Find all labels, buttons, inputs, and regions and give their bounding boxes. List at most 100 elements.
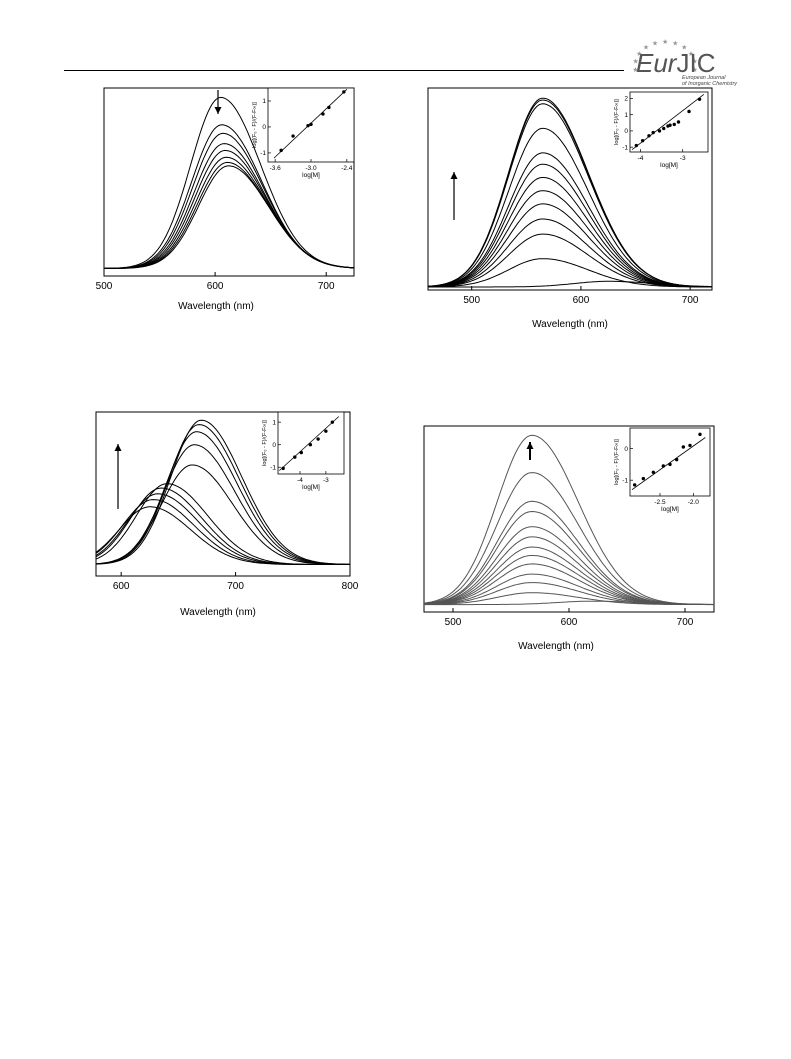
inset-data-point — [672, 122, 676, 127]
inset-data-point — [342, 90, 346, 94]
inset-x-tick-label: -3.6 — [270, 165, 282, 172]
logo-text: EurJIC — [636, 48, 715, 78]
inset-y-label: log[(F₀ - F)/(F-F∞)] — [614, 439, 620, 485]
x-tick-label: 700 — [682, 295, 699, 306]
inset-data-point — [293, 455, 297, 459]
logo-star: ★ — [632, 66, 638, 74]
inset-y-tick-label: -1 — [622, 144, 628, 151]
inset-data-point — [651, 130, 655, 135]
x-axis-label: Wavelength (nm) — [178, 301, 254, 312]
inset-x-tick-label: -3.0 — [305, 165, 317, 172]
inset-y-tick-label: 0 — [624, 446, 628, 453]
inset-y-tick-label: 0 — [272, 442, 276, 449]
x-tick-label: 500 — [96, 281, 113, 292]
inset-frame — [629, 91, 709, 153]
spectrum-line — [95, 506, 350, 565]
logo-star: ★ — [652, 39, 658, 47]
x-tick-label: 600 — [561, 617, 578, 628]
inset-frame — [629, 427, 711, 497]
x-tick-label: 600 — [573, 295, 590, 306]
spectrum-line — [423, 434, 714, 605]
inset-x-tick-label: -2.5 — [654, 499, 666, 506]
plot-frame — [95, 411, 351, 577]
inset-data-point — [641, 476, 646, 481]
direction-arrow-head — [214, 107, 222, 114]
inset-data-point — [676, 120, 681, 124]
inset-y-tick-label: -1 — [622, 477, 628, 484]
inset-data-point — [321, 112, 325, 116]
inset-data-point — [681, 445, 686, 449]
chart-panel-2: 500 600 700 Wavelength (nm) -4 -3 -1 0 1 2 log[M] l… — [427, 87, 713, 330]
inset-data-point — [291, 134, 295, 138]
spectrum-line — [427, 163, 713, 288]
inset-y-tick-label: 2 — [624, 96, 628, 103]
inset-data-point — [697, 97, 702, 101]
inset-data-point — [668, 462, 672, 467]
inset-data-point — [299, 450, 303, 455]
spectrum-line — [427, 233, 712, 288]
logo-star: ★ — [681, 44, 687, 52]
inset-x-tick-label: -4 — [638, 155, 644, 162]
inset-x-tick-label: -2.0 — [688, 499, 700, 506]
inset-data-point — [687, 109, 691, 114]
spectrum-line — [95, 444, 350, 565]
spectrum-line — [104, 165, 355, 269]
x-tick-label: 500 — [445, 617, 462, 628]
inset-data-point — [632, 483, 637, 487]
journal-logo: ★★★★★ ★ ★★★★★ EurJIC European Journal of I… — [632, 38, 738, 87]
plot-frame — [103, 87, 355, 277]
x-tick-label: 600 — [113, 581, 130, 592]
inset-y-tick-label: 0 — [262, 124, 266, 131]
inset-data-point — [647, 134, 651, 138]
spectrum-line — [427, 103, 712, 288]
x-axis-label: Wavelength (nm) — [518, 641, 594, 652]
inset-data-point — [688, 443, 692, 448]
inset-y-label: log[(F₀ - F)/(F-F∞)] — [252, 102, 258, 148]
logo-star: ★ — [633, 58, 639, 66]
inset-y-label: log[(F₀ - F)/(F-F∞)] — [614, 99, 620, 145]
spectrum-line — [104, 96, 355, 269]
direction-arrow-head — [450, 172, 458, 179]
x-axis-label: Wavelength (nm) — [532, 319, 608, 330]
spectrum-line — [95, 419, 350, 565]
inset-y-tick-label: 1 — [262, 98, 266, 105]
inset-x-label: log[M] — [660, 162, 678, 169]
x-tick-label: 800 — [342, 581, 358, 592]
logo-star: ★ — [672, 39, 678, 47]
inset-x-tick-label: -2.4 — [341, 165, 353, 172]
spectrum-line — [95, 464, 350, 565]
inset-data-point — [327, 105, 331, 110]
chart-panel-4: 500 600 700 Wavelength (nm) -2.5 -2.0 -1 0 log[M… — [423, 425, 715, 652]
inset-x-label: log[M] — [661, 506, 679, 513]
spectrum-line — [95, 424, 351, 565]
inset-data-point — [674, 457, 679, 462]
x-tick-label: 700 — [227, 581, 244, 592]
inset-data-point — [640, 138, 645, 143]
logo-star: ★ — [662, 38, 668, 46]
spectrum-line — [424, 573, 714, 605]
inset-data-point — [316, 437, 320, 441]
x-tick-label: 700 — [677, 617, 694, 628]
inset-data-point — [324, 429, 328, 433]
plot-frame — [427, 87, 713, 291]
spectrum-line — [427, 258, 712, 288]
logo-stars: ★★★★★ ★ ★★★★★ — [632, 38, 698, 74]
inset-data-point — [281, 466, 285, 471]
inset-y-tick-label: 1 — [624, 112, 628, 119]
inset-data-point — [306, 123, 310, 128]
inset-y-tick-label: 0 — [624, 128, 628, 135]
spectrum-line — [423, 563, 714, 605]
direction-arrow-head — [114, 444, 122, 451]
spectrum-line — [428, 280, 713, 288]
direction-arrow-head — [526, 442, 534, 449]
logo-star: ★ — [691, 58, 697, 66]
inset-data-point — [309, 122, 313, 127]
x-tick-label: 600 — [207, 281, 224, 292]
inset-x-tick-label: -4 — [297, 477, 303, 484]
logo-star: ★ — [643, 44, 649, 52]
inset-x-tick-label: -3 — [680, 155, 686, 162]
logo-subtitle-1: European Journal — [682, 75, 726, 81]
inset-data-point — [661, 464, 666, 468]
inset-y-tick-label: -1 — [260, 150, 266, 157]
logo-star: ★ — [636, 50, 642, 58]
